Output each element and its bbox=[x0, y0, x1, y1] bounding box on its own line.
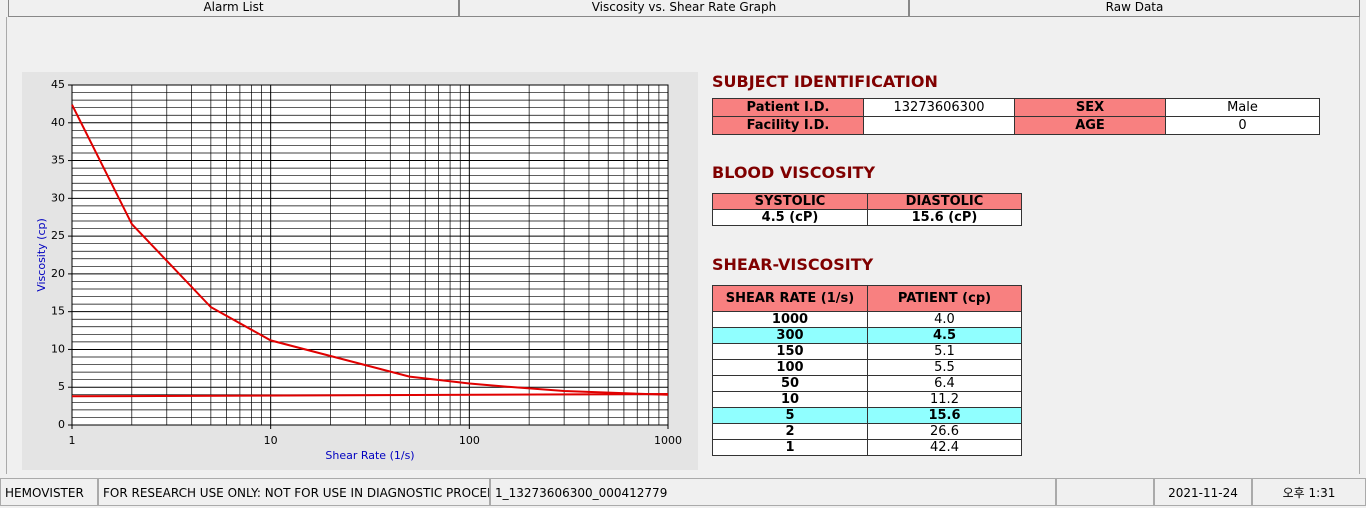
x-tick-label: 100 bbox=[459, 434, 480, 447]
shear-table: SHEAR RATE (1/s) PATIENT (cp) 1000 4.0 300 4… bbox=[712, 285, 1022, 456]
cell: 2 bbox=[712, 423, 868, 440]
label: Facility I.D. bbox=[712, 116, 864, 135]
cell: 5.1 bbox=[867, 343, 1022, 360]
cell: 4.5 bbox=[867, 327, 1022, 344]
cell: 50 bbox=[712, 375, 868, 392]
header: SHEAR RATE (1/s) bbox=[712, 285, 868, 312]
status-bar: HEMOVISTER FOR RESEARCH USE ONLY: NOT FO… bbox=[0, 476, 1366, 508]
cell: 15.6 bbox=[867, 407, 1022, 424]
cell: 300 bbox=[712, 327, 868, 344]
x-axis-label: Shear Rate (1/s) bbox=[325, 449, 414, 462]
cell: 1000 bbox=[712, 311, 868, 328]
y-tick-label: 20 bbox=[51, 267, 65, 280]
x-tick-label: 1 bbox=[69, 434, 76, 447]
cell: 11.2 bbox=[867, 391, 1022, 408]
y-tick-label: 35 bbox=[51, 154, 65, 167]
chart: 0 5 10 15 20 25 30 35 40 45 1 10 100 1000 Shear Rate (… bbox=[22, 72, 698, 470]
cell: 1 bbox=[712, 439, 868, 456]
cell: 26.6 bbox=[867, 423, 1022, 440]
plot-area bbox=[71, 84, 669, 426]
section-title: SHEAR-VISCOSITY bbox=[712, 255, 874, 274]
data-line bbox=[71, 104, 669, 396]
y-tick-label: 25 bbox=[51, 229, 65, 242]
cell: 6.4 bbox=[867, 375, 1022, 392]
y-axis-label: Viscosity (cp) bbox=[35, 218, 48, 292]
value bbox=[863, 116, 1015, 135]
label: SEX bbox=[1014, 98, 1166, 117]
section-title: SUBJECT IDENTIFICATION bbox=[712, 72, 938, 91]
cell: 10 bbox=[712, 391, 868, 408]
tab[interactable]: Raw Data bbox=[909, 0, 1360, 17]
cell: 100 bbox=[712, 359, 868, 376]
status-cell: 오후 1:31 bbox=[1252, 478, 1366, 506]
label: Patient I.D. bbox=[712, 98, 864, 117]
header: PATIENT (cp) bbox=[867, 285, 1022, 312]
status-cell: FOR RESEARCH USE ONLY: NOT FOR USE IN DI… bbox=[98, 478, 490, 506]
tab[interactable]: Alarm List bbox=[8, 0, 459, 17]
y-tick-label: 45 bbox=[51, 78, 65, 91]
header: SYSTOLIC bbox=[712, 193, 868, 210]
cell: 150 bbox=[712, 343, 868, 360]
section-title: BLOOD VISCOSITY bbox=[712, 163, 876, 182]
header: DIASTOLIC bbox=[867, 193, 1022, 210]
y-tick-label: 15 bbox=[51, 305, 65, 318]
status-cell bbox=[1056, 478, 1154, 506]
y-tick-label: 10 bbox=[51, 342, 65, 355]
blood-table: SYSTOLIC DIASTOLIC 4.5 (cP) 15.6 (cP) bbox=[712, 193, 1022, 226]
subject-table: Patient I.D. 13273606300 SEX Male Facility … bbox=[712, 98, 1320, 135]
status-cell: 2021-11-24 bbox=[1154, 478, 1252, 506]
cell: 4.0 bbox=[867, 311, 1022, 328]
label: AGE bbox=[1014, 116, 1166, 135]
data-line bbox=[71, 393, 669, 398]
cell: 5 bbox=[712, 407, 868, 424]
value: 0 bbox=[1165, 116, 1320, 135]
y-tick-label: 30 bbox=[51, 191, 65, 204]
status-cell: HEMOVISTER bbox=[0, 478, 98, 506]
main-panel bbox=[6, 17, 1360, 474]
cell: 42.4 bbox=[867, 439, 1022, 456]
x-tick-label: 10 bbox=[264, 434, 278, 447]
value: 4.5 (cP) bbox=[712, 209, 868, 226]
cell: 5.5 bbox=[867, 359, 1022, 376]
y-tick-label: 0 bbox=[58, 418, 65, 431]
value: 15.6 (cP) bbox=[867, 209, 1022, 226]
value: 13273606300 bbox=[863, 98, 1015, 117]
y-tick-label: 5 bbox=[58, 380, 65, 393]
tab[interactable]: Viscosity vs. Shear Rate Graph bbox=[459, 0, 909, 17]
x-tick-label: 1000 bbox=[654, 434, 682, 447]
status-cell: 1_13273606300_000412779 bbox=[490, 478, 1056, 506]
value: Male bbox=[1165, 98, 1320, 117]
y-tick-label: 40 bbox=[51, 116, 65, 129]
